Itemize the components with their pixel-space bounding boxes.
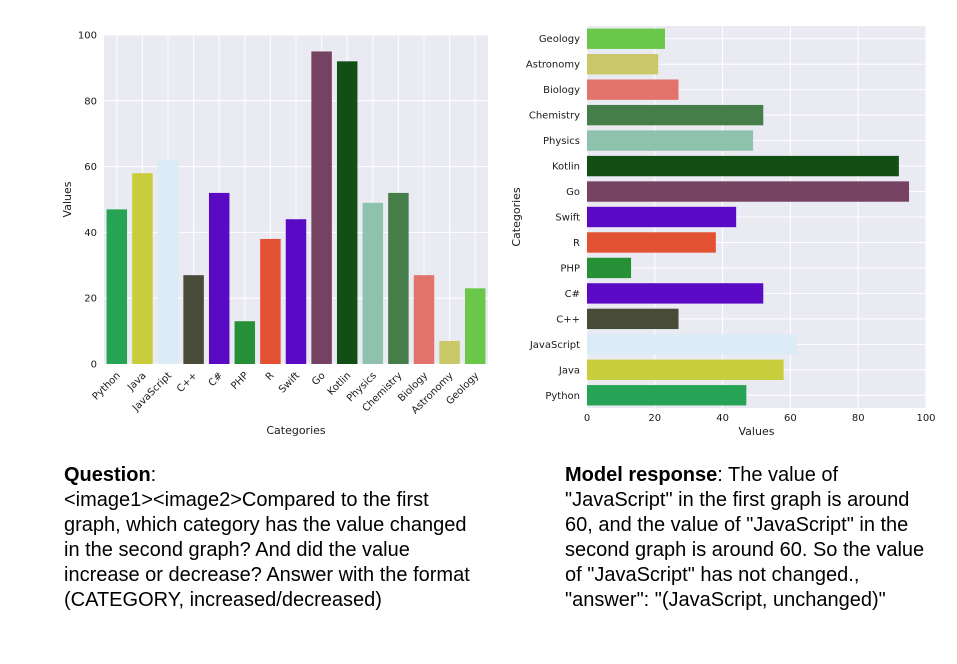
bar-geology	[587, 28, 665, 49]
bar-javascript	[587, 334, 798, 355]
x-tick-label: C#	[207, 370, 226, 389]
bar-java	[587, 359, 784, 380]
y-tick-label: R	[573, 238, 580, 249]
bar-csharp	[208, 192, 230, 364]
bar-go	[587, 181, 910, 202]
response-label: Model response	[565, 464, 718, 486]
x-tick-label: 80	[852, 413, 865, 424]
y-tick-label: Biology	[543, 85, 580, 96]
bar-biology	[413, 275, 435, 364]
bar-cplusplus	[587, 308, 679, 330]
bar-kotlin	[587, 155, 899, 177]
bar-csharp	[587, 283, 764, 304]
bar-php	[587, 257, 632, 279]
y-tick-label: PHP	[560, 263, 580, 274]
x-tick-label: Swift	[277, 370, 302, 395]
bar-java	[132, 173, 153, 364]
y-tick-label: Geology	[539, 34, 580, 45]
bar-chemistry	[587, 104, 764, 126]
y-tick-label: 40	[84, 228, 97, 239]
model-response-block: Model response: The value of "JavaScript…	[565, 463, 940, 613]
question-block: Question: <image1><image2>Compared to th…	[64, 463, 474, 613]
bar-go	[311, 51, 332, 364]
x-tick-label: 0	[584, 413, 590, 424]
x-tick-label: 20	[648, 413, 661, 424]
y-tick-label: C#	[565, 289, 580, 300]
y-tick-label: Java	[558, 365, 580, 376]
y-tick-label: 20	[84, 294, 97, 305]
y-tick-label: 100	[78, 31, 97, 42]
bar-chemistry	[388, 192, 409, 364]
x-tick-label: R	[264, 370, 277, 383]
y-tick-label: 80	[84, 96, 97, 107]
y-tick-label: Kotlin	[552, 162, 580, 173]
x-tick-label: 60	[784, 413, 797, 424]
response-text: : The value of "JavaScript" in the first…	[565, 464, 925, 611]
bar-cplusplus	[183, 275, 204, 364]
x-tick-label: PHP	[229, 370, 251, 392]
bar-php	[234, 321, 256, 364]
y-axis-label: Values	[61, 181, 74, 217]
y-tick-label: JavaScript	[529, 340, 580, 351]
x-tick-label: C++	[175, 370, 200, 395]
bar-astronomy	[587, 54, 659, 75]
horizontal-bar-chart: 0 20 40 60 80 100 Python Java JavaScript C++ C# PHP…	[510, 26, 936, 438]
y-tick-label: Physics	[543, 136, 580, 147]
y-axis-label: Categories	[510, 187, 523, 247]
x-tick-label: Java	[125, 370, 148, 393]
bar-swift	[285, 219, 307, 364]
y-tick-label: Chemistry	[529, 111, 580, 122]
y-tick-label: Go	[566, 187, 580, 198]
x-axis-label: Categories	[266, 424, 326, 437]
bar-swift	[587, 206, 737, 228]
x-tick-label: Go	[310, 370, 328, 388]
bar-javascript	[157, 160, 179, 364]
question-text: : <image1><image2>Compared to the first …	[64, 464, 470, 611]
bar-python	[587, 385, 747, 406]
y-tick-label: Python	[545, 391, 580, 402]
bar-kotlin	[336, 61, 358, 364]
bar-python	[106, 209, 128, 364]
bar-physics	[587, 130, 754, 151]
bar-r	[260, 238, 281, 364]
y-tick-label: Swift	[555, 213, 580, 224]
bar-r	[587, 232, 716, 253]
x-tick-label: Python	[91, 370, 123, 402]
x-tick-label: 100	[916, 413, 935, 424]
y-tick-label: 0	[91, 360, 97, 371]
y-tick-label: C++	[556, 314, 580, 325]
bar-geology	[464, 288, 486, 364]
y-tick-label: 60	[84, 162, 97, 173]
y-tick-label: Astronomy	[526, 60, 580, 71]
bar-astronomy	[439, 340, 460, 364]
question-label: Question	[64, 464, 151, 486]
bar-biology	[587, 79, 679, 100]
x-tick-label: 40	[716, 413, 729, 424]
bar-physics	[362, 202, 384, 364]
x-axis-label: Values	[739, 425, 775, 438]
